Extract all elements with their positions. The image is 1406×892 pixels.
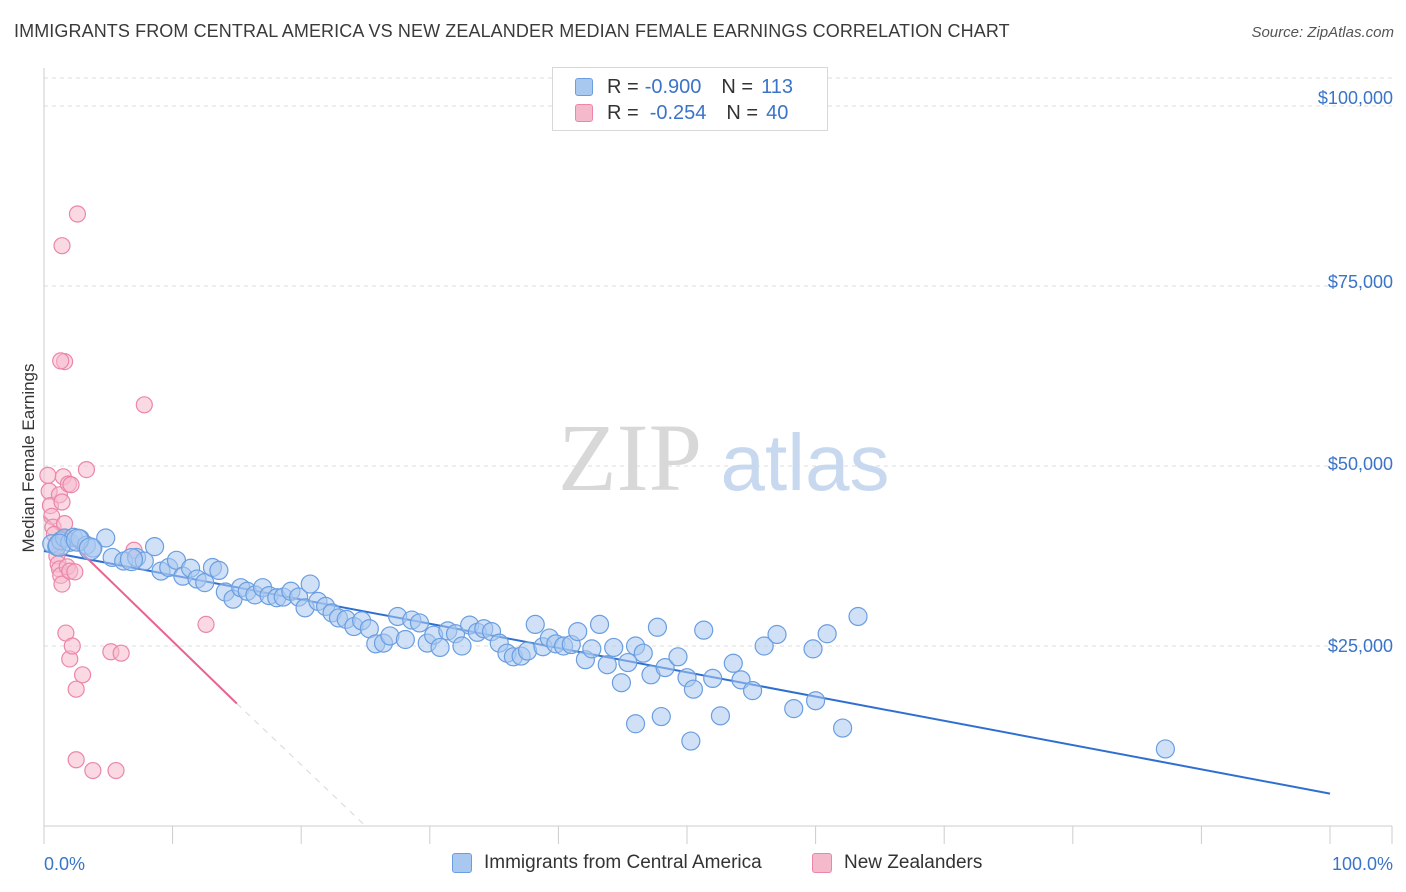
y-tick-label: $75,000 — [1328, 272, 1393, 292]
legend-n-value: 113 — [761, 75, 793, 98]
blue-point — [1155, 739, 1175, 759]
watermark: ZIP atlas — [558, 404, 889, 511]
blue-point — [703, 668, 723, 689]
axes — [43, 68, 1393, 844]
blue-point — [452, 636, 472, 656]
blue-point — [430, 637, 450, 658]
blue-point — [833, 718, 853, 738]
blue-point — [848, 606, 868, 627]
legend-item-new-zealanders: New Zealanders — [812, 852, 982, 874]
pink-point — [53, 237, 71, 255]
pink-point — [68, 205, 87, 223]
y-tick-label: $100,000 — [1318, 88, 1393, 108]
x-tick-label-min: 0.0% — [44, 854, 85, 874]
blue-point — [668, 647, 688, 667]
watermark-zip: ZIP — [558, 404, 702, 511]
blue-point-large — [119, 547, 144, 572]
blue-point — [803, 639, 823, 659]
blue-point — [767, 624, 787, 645]
pink-point — [52, 352, 70, 370]
blue-point — [742, 681, 763, 701]
blue-point — [582, 639, 602, 659]
blue-point — [618, 652, 638, 673]
pink-point — [77, 461, 96, 479]
pink-point — [62, 476, 80, 494]
pink-point — [67, 751, 85, 769]
pink-point — [197, 615, 215, 634]
blue-point — [611, 673, 632, 693]
legend-row-pink: R = -0.254 N = 40 — [575, 102, 788, 124]
blue-point — [568, 621, 588, 642]
watermark-atlas: atlas — [721, 418, 890, 507]
x-tick-label-max: 100.0% — [1332, 854, 1393, 874]
pink-point — [112, 644, 130, 662]
blue-point — [784, 699, 804, 719]
pink-point — [107, 761, 125, 780]
pink-point — [39, 466, 57, 484]
legend-item-central-america: Immigrants from Central America — [452, 852, 762, 874]
blue-point — [195, 573, 215, 593]
blue-point — [710, 706, 731, 726]
pink-point — [73, 666, 92, 684]
legend-r-value: -0.900 — [644, 75, 702, 98]
blue-point — [625, 714, 646, 734]
blue-point — [395, 629, 415, 650]
blue-point — [209, 560, 229, 581]
blue-point — [723, 653, 743, 673]
correlation-legend: R = -0.900 N = 113 R = -0.254 N = 40 — [552, 67, 828, 131]
legend-swatch-blue — [575, 78, 593, 96]
data-points — [39, 205, 1175, 780]
pink-point — [84, 761, 102, 780]
blue-point — [694, 620, 714, 640]
series-legend: Immigrants from Central America New Zeal… — [0, 852, 1406, 876]
blue-point — [300, 574, 320, 594]
y-axis-title: Median Female Earnings — [19, 364, 38, 553]
pink-point — [53, 493, 71, 511]
blue-point — [597, 655, 617, 675]
blue-point — [651, 706, 671, 727]
y-tick-label: $50,000 — [1328, 454, 1393, 474]
blue-point — [655, 657, 675, 678]
legend-n-label: N = — [726, 101, 759, 124]
pink-point — [135, 396, 153, 414]
grid-lines — [44, 77, 1392, 647]
legend-swatch-pink — [575, 104, 593, 122]
blue-point — [589, 614, 610, 635]
blue-point — [805, 691, 826, 711]
legend-label-central-america: Immigrants from Central America — [484, 852, 762, 873]
blue-point — [817, 624, 837, 644]
legend-swatch-pink — [812, 853, 832, 873]
blue-point — [96, 528, 116, 548]
blue-point — [754, 636, 774, 656]
blue-point — [604, 637, 624, 658]
legend-r-value: -0.254 — [649, 101, 707, 124]
legend-n-label: N = — [721, 75, 754, 98]
axis-labels: $25,000 $50,000 $75,000 $100,000 0.0% 100.0% M… — [19, 88, 1393, 874]
pink-point — [66, 563, 84, 581]
blue-point — [409, 613, 430, 633]
pink-point — [53, 575, 71, 593]
blue-point — [647, 617, 668, 637]
legend-r-label: R = — [607, 101, 639, 124]
blue-point-large — [78, 537, 102, 561]
legend-r-label: R = — [607, 75, 639, 98]
blue-point — [681, 731, 701, 751]
legend-row-blue: R = -0.900 N = 113 — [575, 76, 793, 98]
blue-point — [683, 679, 704, 699]
y-tick-label: $25,000 — [1328, 636, 1393, 656]
pink-point — [67, 680, 85, 698]
blue-point — [525, 614, 545, 635]
source-label: Source: ZipAtlas.com — [1251, 24, 1394, 41]
chart-title: IMMIGRANTS FROM CENTRAL AMERICA VS NEW Z… — [14, 21, 1010, 41]
legend-swatch-blue — [452, 853, 472, 873]
legend-label-new-zealanders: New Zealanders — [844, 852, 983, 873]
pink-trend-extension — [236, 703, 366, 827]
legend-n-value: 40 — [766, 101, 789, 124]
blue-point — [144, 537, 165, 557]
pink-point — [63, 637, 81, 655]
blue-point — [633, 643, 653, 663]
